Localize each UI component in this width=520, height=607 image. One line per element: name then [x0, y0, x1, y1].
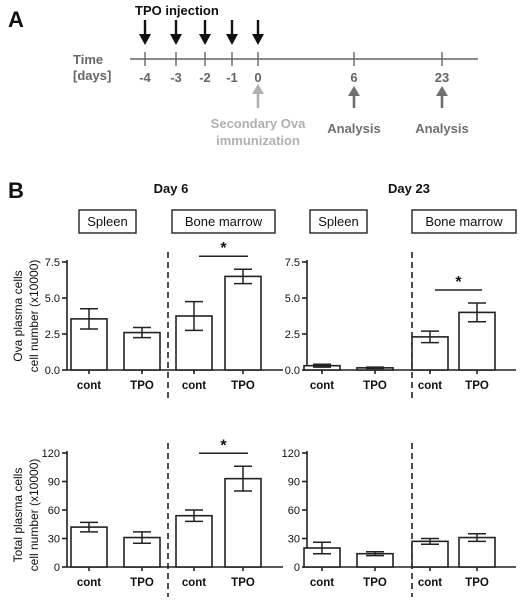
x-tick-label: cont — [182, 380, 206, 392]
y-tick-label: 90 — [48, 477, 60, 489]
bar — [123, 331, 161, 371]
x-tick-label: TPO — [231, 577, 255, 589]
x-tick-label: cont — [418, 577, 442, 589]
spleen-label-day6: Spleen — [87, 214, 127, 229]
panel-a-label: A — [8, 7, 24, 32]
y-tick-label: 120 — [282, 448, 300, 460]
spleen-label-day23: Spleen — [318, 214, 358, 229]
x-tick-label: cont — [310, 380, 334, 392]
y-tick-label: 0 — [294, 562, 300, 574]
timeline-ticks: -4 -3 -2 -1 0 6 23 — [139, 52, 449, 85]
x-tick-label: TPO — [465, 380, 489, 392]
spleen-box-day6 — [78, 209, 137, 234]
y-tick-label: 120 — [42, 448, 60, 460]
timeline-tick-label: 0 — [254, 70, 261, 85]
bone-marrow-box-day23 — [411, 209, 517, 234]
bone-marrow-label-day6: Bone marrow — [185, 214, 263, 229]
y-tick-label: 5.0 — [45, 293, 60, 305]
x-tick-label: cont — [77, 577, 101, 589]
days-axis-label: [days] — [73, 68, 111, 83]
bar — [411, 540, 449, 568]
y-tick-label: 30 — [288, 534, 300, 546]
chart-total-day23: 0 30 60 90 120 cont TPO cont TPO — [282, 443, 516, 597]
y-tick-label: 7.5 — [45, 257, 60, 269]
y-tick-label: 60 — [48, 505, 60, 517]
injection-arrow-head — [170, 34, 182, 45]
panel-b-label: B — [8, 178, 24, 203]
significance-star: * — [220, 240, 227, 257]
significance-star: * — [455, 274, 462, 291]
injection-arrow-head — [199, 34, 211, 45]
x-tick-label: TPO — [231, 380, 255, 392]
y-tick-label: 2.5 — [285, 329, 300, 341]
ova-ylabel-line1: Ova plasma cells — [11, 270, 25, 361]
analysis-label-day23: Analysis — [415, 121, 468, 136]
x-tick-label: TPO — [363, 577, 387, 589]
bone-marrow-label-day23: Bone marrow — [425, 214, 503, 229]
y-tick-label: 5.0 — [285, 293, 300, 305]
x-tick-label: cont — [310, 577, 334, 589]
y-tick-label: 90 — [288, 477, 300, 489]
analysis-arrow-day6 — [348, 86, 360, 108]
time-axis-label: Time — [73, 52, 103, 67]
timeline-tick-label: -3 — [170, 70, 182, 85]
injection-arrow-head — [139, 34, 151, 45]
y-tick-label: 0 — [54, 562, 60, 574]
day6-title: Day 6 — [154, 181, 189, 196]
chart-ova-day6: 0.0 2.5 5.0 7.5 cont TPO cont TPO * — [45, 240, 283, 400]
bar — [458, 536, 496, 568]
bar — [224, 275, 262, 371]
timeline-tick-label: -4 — [139, 70, 151, 85]
timeline-tick-label: 23 — [435, 70, 449, 85]
bar — [224, 477, 262, 568]
y-tick-label: 0.0 — [45, 365, 60, 377]
x-tick-label: cont — [418, 380, 442, 392]
x-tick-label: TPO — [465, 577, 489, 589]
x-tick-label: TPO — [130, 577, 154, 589]
secondary-immunization-line2: immunization — [216, 133, 300, 148]
spleen-box-day23 — [309, 209, 368, 234]
y-tick-label: 30 — [48, 534, 60, 546]
timeline-tick-label: 6 — [350, 70, 357, 85]
injection-arrows — [139, 20, 264, 45]
x-tick-label: TPO — [130, 380, 154, 392]
secondary-immunization-line1: Secondary Ova — [211, 116, 306, 131]
bone-marrow-box-day6 — [171, 209, 276, 234]
y-tick-label: 7.5 — [285, 257, 300, 269]
total-ylabel-line2: cell number (x10000) — [27, 459, 41, 572]
timeline-tick-label: -1 — [226, 70, 238, 85]
analysis-arrow-day23 — [436, 86, 448, 108]
bar — [175, 514, 213, 568]
timeline-tick-label: -2 — [199, 70, 211, 85]
secondary-arrow — [252, 84, 264, 108]
y-tick-label: 0.0 — [285, 365, 300, 377]
y-tick-label: 60 — [288, 505, 300, 517]
x-tick-label: cont — [182, 577, 206, 589]
injection-arrow-head — [252, 34, 264, 45]
chart-total-day6: 0 30 60 90 120 cont TPO cont TPO * — [42, 437, 283, 597]
x-tick-label: cont — [77, 380, 101, 392]
injection-arrow-head — [226, 34, 238, 45]
day23-title: Day 23 — [388, 181, 430, 196]
analysis-label-day6: Analysis — [327, 121, 380, 136]
bar — [70, 526, 108, 568]
ova-ylabel-line2: cell number (x10000) — [27, 260, 41, 373]
tpo-injection-label: TPO injection — [135, 3, 219, 18]
chart-ova-day23: 0.0 2.5 5.0 7.5 cont TPO cont TPO * — [285, 252, 516, 400]
significance-star: * — [220, 437, 227, 454]
x-tick-label: TPO — [363, 380, 387, 392]
total-ylabel-line1: Total plasma cells — [11, 468, 25, 563]
y-tick-label: 2.5 — [45, 329, 60, 341]
